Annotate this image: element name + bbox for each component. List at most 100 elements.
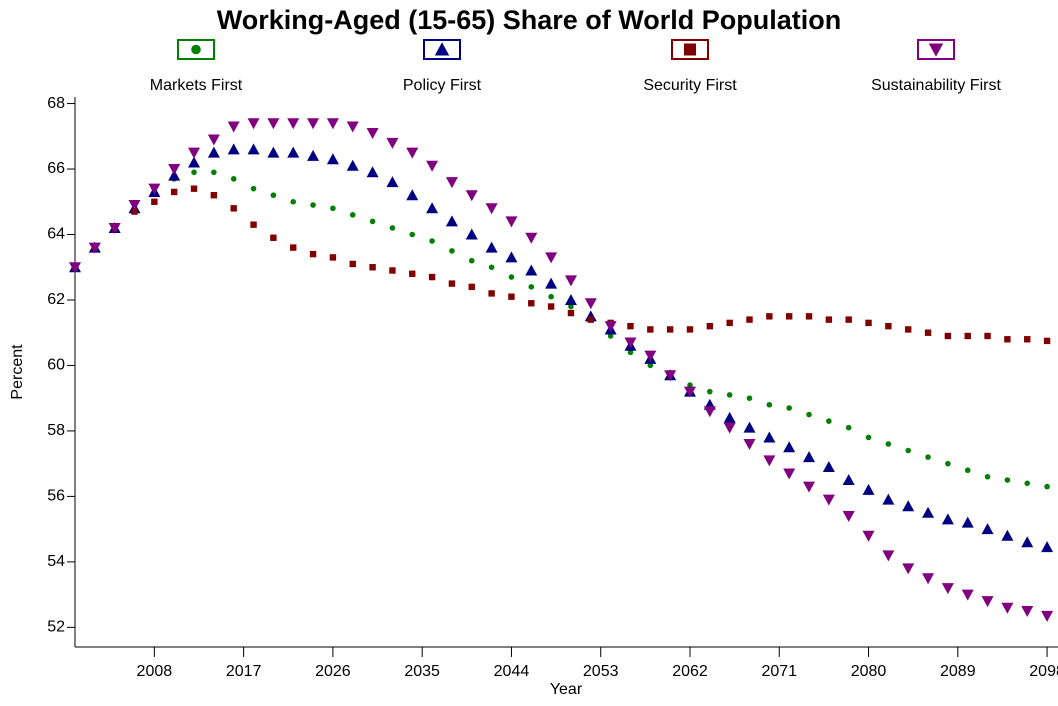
data-point bbox=[706, 322, 714, 330]
data-point bbox=[825, 316, 833, 323]
data-point bbox=[267, 118, 280, 130]
data-point bbox=[211, 169, 217, 176]
data-point bbox=[905, 326, 912, 333]
data-point bbox=[564, 293, 577, 305]
data-point bbox=[1044, 483, 1050, 490]
data-point bbox=[766, 313, 773, 320]
y-tick-label: 66 bbox=[47, 160, 65, 177]
data-point bbox=[587, 316, 594, 323]
data-point bbox=[508, 274, 515, 280]
data-point bbox=[862, 483, 875, 495]
data-point bbox=[270, 192, 277, 199]
data-point bbox=[746, 316, 753, 323]
x-tick-label: 2062 bbox=[672, 663, 708, 680]
data-point bbox=[703, 406, 716, 418]
legend-marker bbox=[928, 43, 944, 57]
data-point bbox=[941, 513, 954, 525]
data-point bbox=[783, 441, 796, 453]
data-point bbox=[882, 493, 895, 505]
data-point bbox=[763, 455, 776, 467]
data-point bbox=[445, 215, 458, 227]
x-tick-label: 2017 bbox=[226, 663, 262, 680]
data-point bbox=[865, 434, 872, 441]
data-point bbox=[247, 143, 260, 155]
data-point bbox=[545, 252, 558, 264]
data-point bbox=[250, 185, 257, 192]
x-tick-label: 2071 bbox=[761, 663, 797, 680]
data-point bbox=[683, 386, 696, 398]
data-point bbox=[230, 176, 237, 182]
data-point bbox=[170, 188, 178, 196]
data-point bbox=[525, 232, 538, 244]
data-point bbox=[386, 137, 399, 149]
x-tick-label: 2044 bbox=[494, 663, 530, 680]
data-point bbox=[465, 190, 478, 202]
data-point bbox=[329, 254, 337, 261]
data-point bbox=[723, 422, 736, 434]
data-point bbox=[944, 332, 952, 340]
data-point bbox=[346, 121, 359, 133]
data-point bbox=[287, 118, 300, 130]
data-point bbox=[785, 313, 793, 320]
x-tick-label: 2089 bbox=[940, 663, 976, 680]
data-point bbox=[922, 506, 935, 518]
data-point bbox=[664, 370, 677, 382]
data-point bbox=[508, 293, 515, 300]
x-axis-label: Year bbox=[550, 681, 583, 698]
y-tick-label: 58 bbox=[47, 422, 65, 439]
data-point bbox=[885, 441, 892, 447]
data-point bbox=[188, 156, 201, 168]
data-point bbox=[190, 185, 198, 192]
data-point bbox=[349, 212, 356, 218]
data-point bbox=[445, 177, 458, 189]
data-point bbox=[763, 431, 776, 443]
data-point bbox=[369, 264, 376, 271]
data-point bbox=[1001, 529, 1014, 541]
data-point bbox=[1021, 605, 1034, 617]
data-point bbox=[1041, 610, 1054, 622]
data-point bbox=[564, 275, 577, 287]
data-point bbox=[746, 395, 753, 401]
data-point bbox=[326, 153, 339, 165]
data-point bbox=[409, 270, 416, 277]
x-tick-label: 2035 bbox=[404, 663, 440, 680]
data-point bbox=[488, 264, 495, 271]
data-point bbox=[168, 169, 181, 181]
data-point bbox=[505, 216, 518, 228]
data-point bbox=[925, 454, 931, 460]
data-point bbox=[568, 303, 574, 310]
data-point bbox=[1024, 336, 1031, 343]
data-point bbox=[842, 474, 855, 486]
data-point bbox=[108, 222, 121, 234]
data-point bbox=[250, 221, 257, 228]
data-point bbox=[647, 362, 654, 369]
y-tick-label: 52 bbox=[47, 619, 65, 636]
data-point bbox=[826, 418, 832, 424]
x-tick-label: 2053 bbox=[583, 663, 619, 680]
y-tick-label: 60 bbox=[47, 357, 65, 374]
y-tick-label: 64 bbox=[47, 226, 65, 243]
data-point bbox=[485, 203, 498, 215]
data-point bbox=[803, 451, 816, 463]
data-point bbox=[525, 264, 538, 276]
data-point bbox=[726, 319, 733, 327]
data-point bbox=[786, 405, 792, 411]
data-point bbox=[270, 234, 277, 241]
data-point bbox=[845, 424, 852, 431]
data-point bbox=[310, 202, 316, 208]
data-point bbox=[1043, 337, 1051, 345]
y-tick-label: 62 bbox=[47, 291, 65, 308]
data-point bbox=[366, 166, 379, 178]
data-point bbox=[981, 596, 994, 608]
data-point bbox=[845, 316, 852, 323]
data-point bbox=[545, 277, 558, 289]
data-point bbox=[528, 300, 535, 307]
data-point bbox=[326, 118, 339, 130]
data-point bbox=[349, 260, 356, 268]
data-point bbox=[743, 421, 756, 433]
data-point bbox=[806, 411, 812, 418]
data-point bbox=[964, 332, 971, 340]
data-point bbox=[505, 251, 518, 263]
data-point bbox=[428, 273, 436, 281]
data-point bbox=[805, 313, 813, 320]
